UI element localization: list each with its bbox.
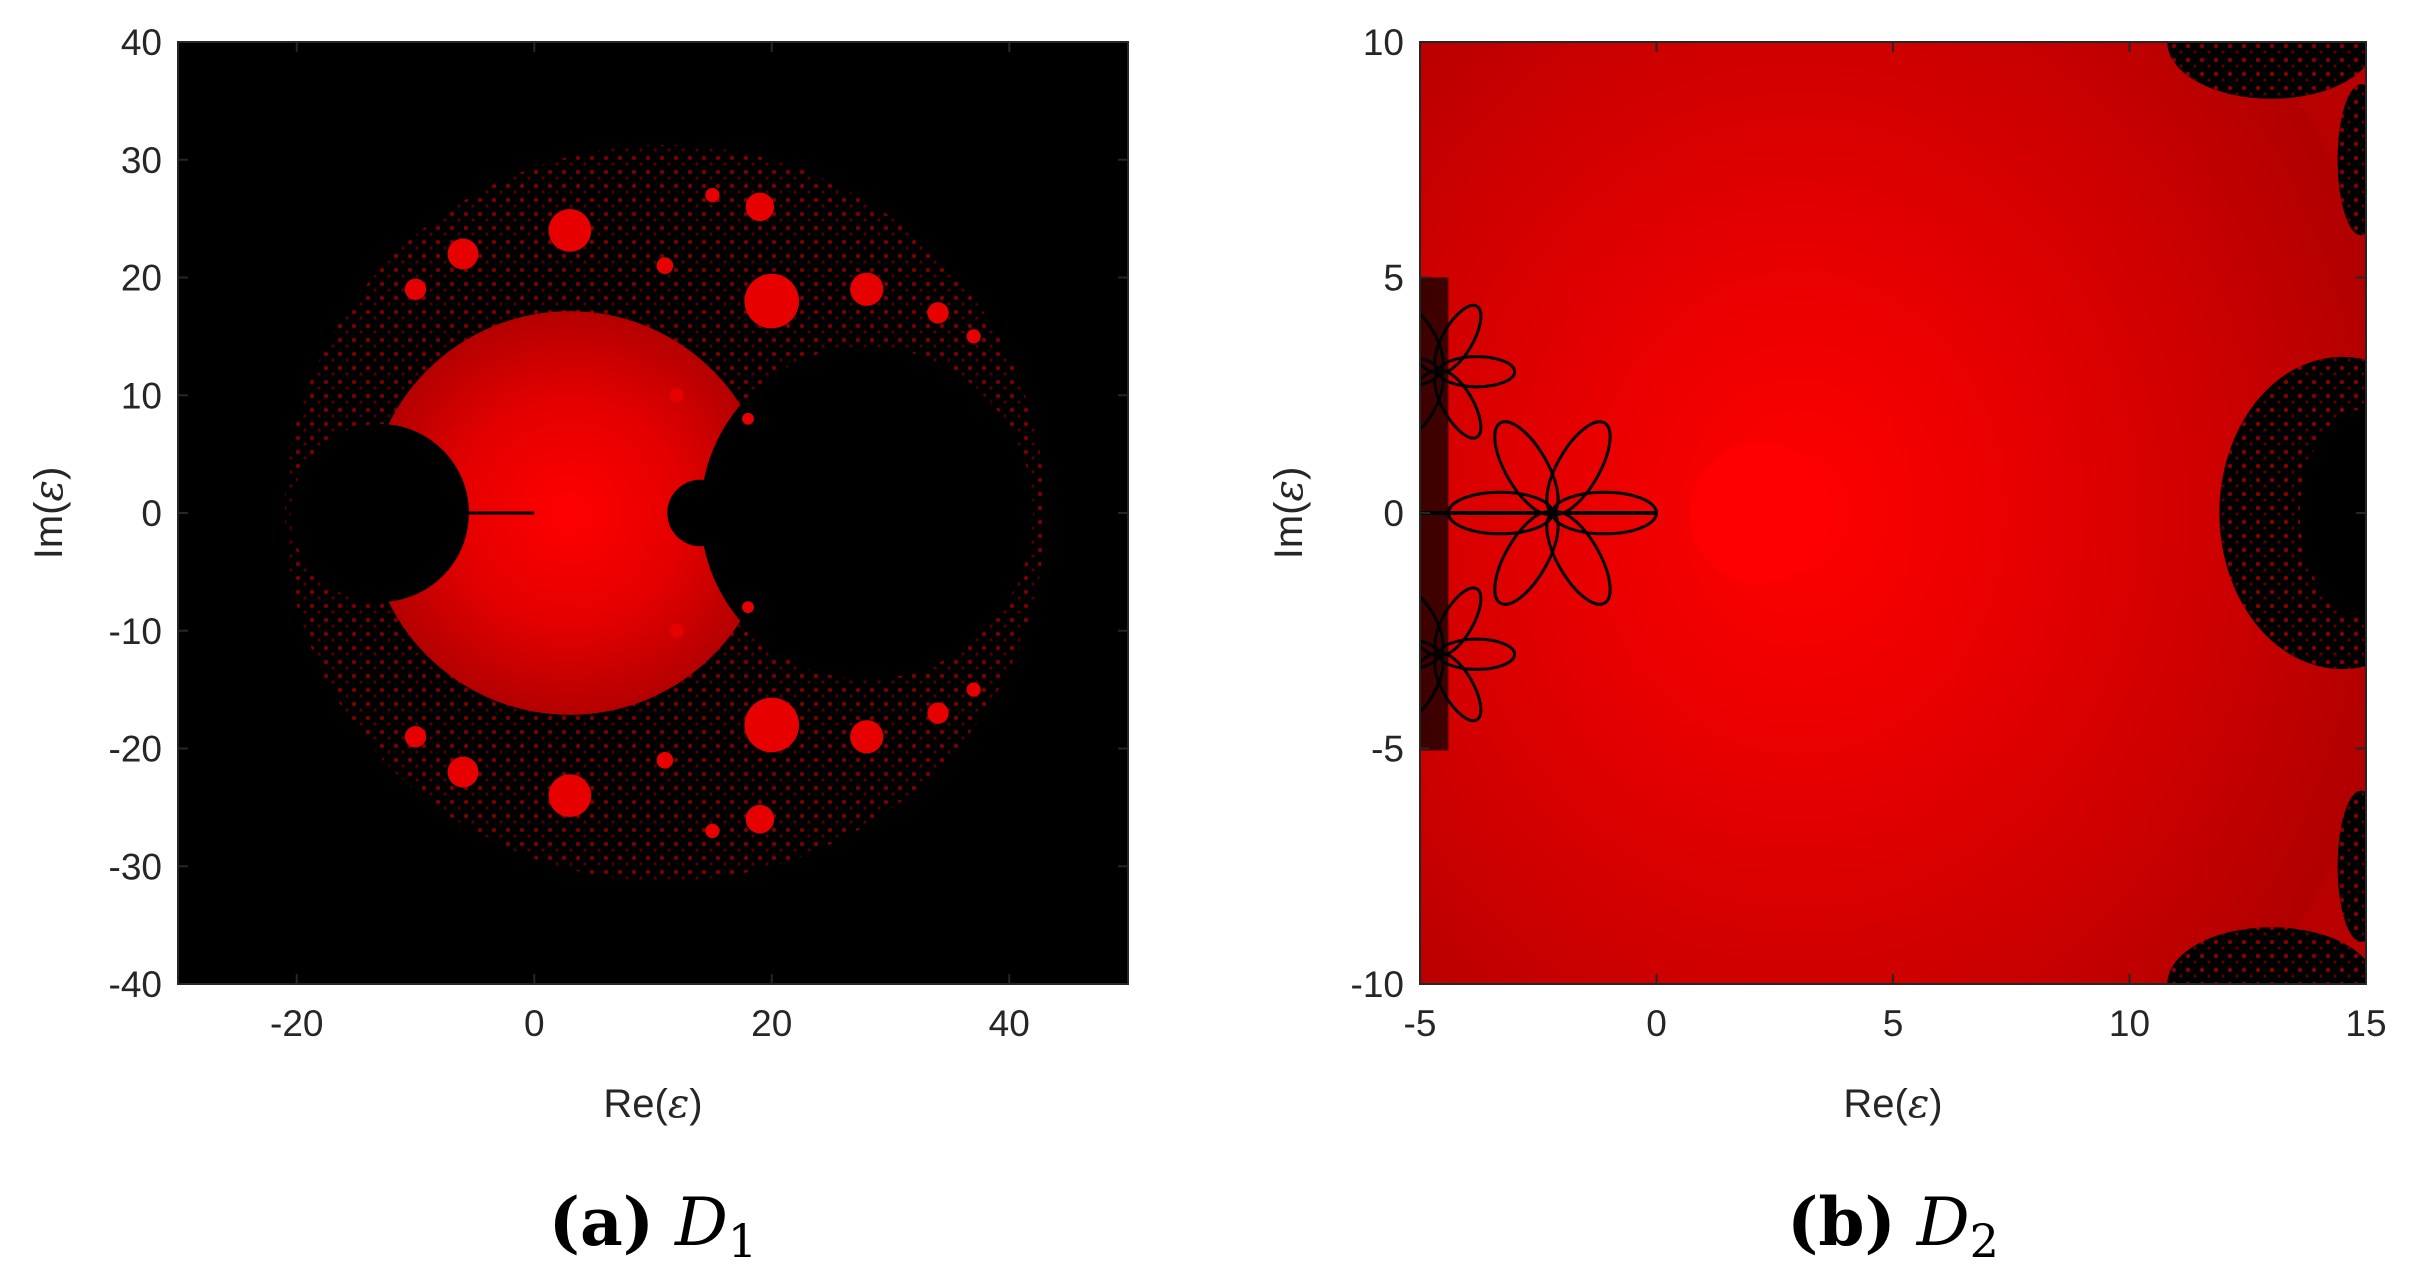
x-tick-label-b: 15	[2345, 1003, 2386, 1044]
x-tick-label-b: -5	[1404, 1003, 1437, 1044]
x-tick-label-b: 5	[1883, 1003, 1904, 1044]
satellite-island	[742, 412, 754, 425]
caption-a: (a) D1	[549, 1183, 757, 1268]
satellite-island	[744, 697, 800, 753]
y-tick-label-b: 5	[1383, 258, 1404, 299]
x-tick-label-b: 0	[1646, 1003, 1667, 1044]
satellite-island	[669, 388, 684, 403]
satellite-island	[850, 720, 884, 754]
y-tick-label-a: 10	[121, 375, 162, 416]
y-tick-label-a: 20	[121, 258, 162, 299]
left-black-bulb	[290, 423, 469, 603]
satellite-island	[656, 751, 674, 769]
x-tick-label-b: 10	[2109, 1003, 2150, 1044]
satellite-island	[745, 804, 775, 834]
y-tick-label-a: -30	[109, 846, 162, 887]
fractal-cluster	[2167, 42, 2366, 99]
main-basin	[368, 311, 772, 715]
y-axis-label-a: Im(ε)	[26, 467, 72, 560]
satellite-island	[705, 187, 720, 203]
satellite-island	[447, 756, 479, 788]
satellite-island	[705, 823, 720, 839]
x-axis-label-b: Re(ε)	[1843, 1081, 1942, 1127]
x-tick-label-a: 40	[989, 1003, 1030, 1044]
satellite-island	[548, 774, 592, 817]
main-basin	[1420, 42, 2366, 984]
satellite-island	[447, 238, 479, 270]
satellite-island	[927, 702, 949, 724]
fractal-cluster	[2167, 927, 2366, 984]
satellite-island	[669, 623, 684, 638]
panel-a: -20 0 20 40 -40 -30 -20 -10 0 10 20 30 40 Re(ε) Im(ε…	[26, 22, 1129, 1268]
y-tick-label-a: 30	[121, 140, 162, 181]
satellite-island	[404, 278, 427, 300]
satellite-island	[656, 257, 674, 275]
y-axis-label-b: Im(ε)	[1266, 467, 1312, 560]
satellite-island	[744, 273, 800, 329]
y-tick-label-a: 40	[121, 22, 162, 63]
y-tick-label-b: -5	[1371, 729, 1404, 770]
x-axis-label-a: Re(ε)	[603, 1081, 702, 1127]
fractal-cluster	[2337, 790, 2366, 942]
small-bulb	[667, 479, 734, 547]
caption-b: (b) D2	[1787, 1183, 1999, 1268]
fractal-cluster	[2337, 84, 2366, 236]
satellite-island	[745, 192, 775, 222]
x-tick-label-a: 0	[524, 1003, 545, 1044]
y-tick-label-a: -20	[109, 729, 162, 770]
fractal-core	[2299, 408, 2366, 618]
y-tick-label-a: -10	[109, 611, 162, 652]
plot-b-area	[1420, 42, 2366, 984]
y-tick-label-b: -10	[1351, 964, 1404, 1005]
satellite-island	[850, 272, 884, 306]
axes-a: -20 0 20 40 -40 -30 -20 -10 0 10 20 30 40	[109, 22, 1128, 1044]
y-tick-label-b: 10	[1363, 22, 1404, 63]
satellite-island	[966, 682, 981, 697]
right-black-region	[700, 346, 1033, 680]
satellite-island	[742, 601, 754, 614]
x-tick-label-a: 20	[751, 1003, 792, 1044]
plot-a-area	[284, 144, 1045, 882]
y-tick-label-a: -40	[109, 964, 162, 1005]
y-tick-label-a: 0	[141, 493, 162, 534]
satellite-island	[966, 329, 981, 344]
x-tick-label-a: -20	[270, 1003, 323, 1044]
satellite-island	[548, 209, 592, 252]
satellite-island	[927, 302, 949, 324]
satellite-island	[404, 726, 427, 748]
y-tick-label-b: 0	[1383, 493, 1404, 534]
basin-center	[1689, 442, 1832, 584]
